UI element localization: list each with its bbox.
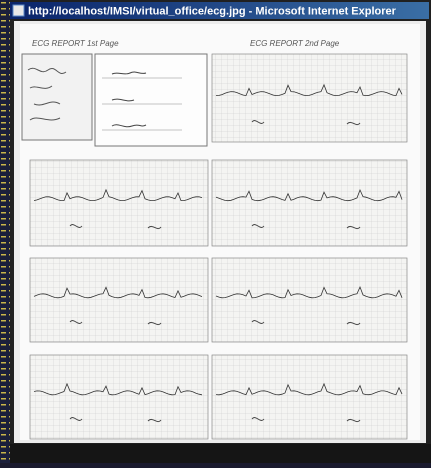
- ecg-strip: [211, 53, 408, 143]
- ecg-trace: [33, 382, 203, 396]
- ecg-panels: [29, 53, 408, 440]
- strip-marks: [69, 417, 162, 423]
- title-bar: [10, 2, 429, 19]
- ecg-trace: [215, 83, 403, 97]
- window-title: http://localhost/IMSI/virtual_office/ecg…: [28, 6, 397, 18]
- strip-marks: [251, 320, 361, 326]
- ecg-strip: [211, 354, 408, 440]
- left-header: ECG REPORT 1st Page: [32, 39, 119, 48]
- ecg-trace: [215, 382, 403, 396]
- info-lines: [102, 77, 182, 131]
- ecg-strip: [29, 354, 209, 440]
- scribble: [27, 67, 67, 121]
- ecg-trace: [33, 188, 203, 201]
- right-header: ECG REPORT 2nd Page: [250, 39, 340, 48]
- status-area: [10, 444, 431, 463]
- info-box: [94, 53, 208, 147]
- ecg-strip: [211, 257, 408, 343]
- side-strip: [0, 0, 10, 463]
- strip-marks: [251, 224, 361, 230]
- handwriting: [111, 71, 147, 128]
- ecg-trace: [33, 286, 203, 299]
- ie-icon: [12, 4, 25, 17]
- strip-marks: [69, 320, 162, 326]
- strip-marks: [69, 224, 162, 230]
- ecg-trace: [215, 188, 403, 202]
- scribble-box: [21, 53, 93, 141]
- ecg-strip: [29, 257, 209, 343]
- ecg-strip: [211, 159, 408, 247]
- ecg-strip: [29, 159, 209, 247]
- strip-marks: [251, 417, 361, 423]
- ecg-trace: [215, 285, 403, 299]
- strip-marks: [251, 120, 361, 126]
